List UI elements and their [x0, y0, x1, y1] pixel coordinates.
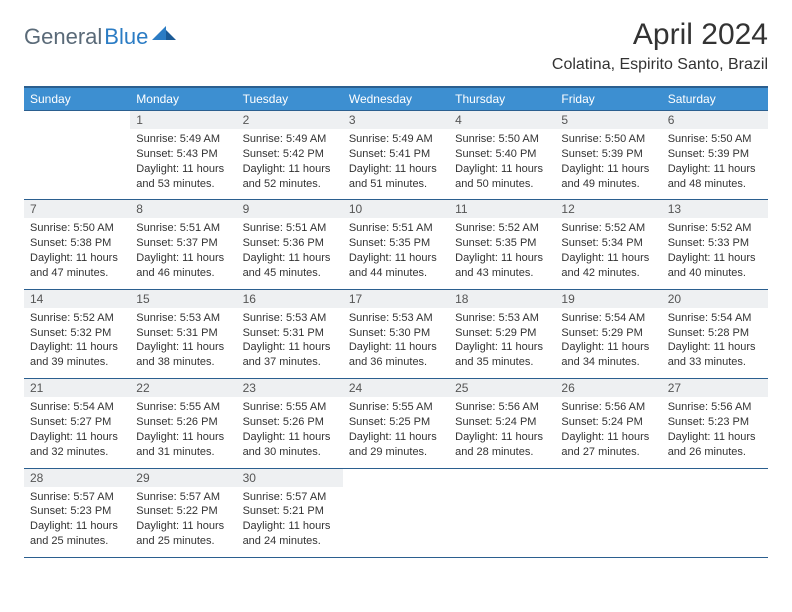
title-block: April 2024 Colatina, Espirito Santo, Bra…: [552, 18, 768, 74]
day-number-cell: 30: [237, 468, 343, 487]
day-detail-cell: Sunrise: 5:50 AMSunset: 5:40 PMDaylight:…: [449, 129, 555, 200]
day-detail-cell: Sunrise: 5:54 AMSunset: 5:28 PMDaylight:…: [662, 308, 768, 379]
page-title: April 2024: [552, 18, 768, 52]
day-detail-cell: Sunrise: 5:49 AMSunset: 5:41 PMDaylight:…: [343, 129, 449, 200]
day-number-cell: 10: [343, 200, 449, 219]
day-number-cell: 12: [555, 200, 661, 219]
day-number-cell: 21: [24, 379, 130, 398]
day-number-cell: [449, 468, 555, 487]
day-number-cell: 6: [662, 111, 768, 130]
day-number-cell: 15: [130, 289, 236, 308]
day-detail-cell: Sunrise: 5:55 AMSunset: 5:25 PMDaylight:…: [343, 397, 449, 468]
day-detail-cell: Sunrise: 5:53 AMSunset: 5:31 PMDaylight:…: [130, 308, 236, 379]
day-number-cell: 29: [130, 468, 236, 487]
day-detail-cell: Sunrise: 5:52 AMSunset: 5:35 PMDaylight:…: [449, 218, 555, 289]
day-header: Saturday: [662, 87, 768, 111]
day-number-row: 282930: [24, 468, 768, 487]
day-detail-cell: Sunrise: 5:51 AMSunset: 5:35 PMDaylight:…: [343, 218, 449, 289]
calendar-table: Sunday Monday Tuesday Wednesday Thursday…: [24, 86, 768, 558]
day-detail-cell: Sunrise: 5:56 AMSunset: 5:24 PMDaylight:…: [449, 397, 555, 468]
day-number-cell: 3: [343, 111, 449, 130]
day-detail-cell: Sunrise: 5:56 AMSunset: 5:24 PMDaylight:…: [555, 397, 661, 468]
day-number-cell: 27: [662, 379, 768, 398]
day-number-cell: 17: [343, 289, 449, 308]
day-header: Sunday: [24, 87, 130, 111]
day-detail-cell: Sunrise: 5:56 AMSunset: 5:23 PMDaylight:…: [662, 397, 768, 468]
day-detail-cell: Sunrise: 5:50 AMSunset: 5:39 PMDaylight:…: [662, 129, 768, 200]
location-label: Colatina, Espirito Santo, Brazil: [552, 56, 768, 74]
day-number-cell: [24, 111, 130, 130]
day-detail-cell: Sunrise: 5:53 AMSunset: 5:31 PMDaylight:…: [237, 308, 343, 379]
logo-part1: General: [24, 24, 102, 50]
day-number-cell: 13: [662, 200, 768, 219]
day-detail-cell: Sunrise: 5:52 AMSunset: 5:33 PMDaylight:…: [662, 218, 768, 289]
day-detail-row: Sunrise: 5:49 AMSunset: 5:43 PMDaylight:…: [24, 129, 768, 200]
day-number-cell: 22: [130, 379, 236, 398]
day-detail-cell: Sunrise: 5:57 AMSunset: 5:23 PMDaylight:…: [24, 487, 130, 558]
logo-icon: [152, 26, 178, 49]
day-detail-cell: Sunrise: 5:52 AMSunset: 5:32 PMDaylight:…: [24, 308, 130, 379]
day-detail-cell: [24, 129, 130, 200]
day-header: Friday: [555, 87, 661, 111]
day-number-cell: 11: [449, 200, 555, 219]
day-detail-row: Sunrise: 5:57 AMSunset: 5:23 PMDaylight:…: [24, 487, 768, 558]
day-detail-cell: Sunrise: 5:50 AMSunset: 5:38 PMDaylight:…: [24, 218, 130, 289]
day-number-cell: 16: [237, 289, 343, 308]
day-header: Tuesday: [237, 87, 343, 111]
day-detail-cell: Sunrise: 5:49 AMSunset: 5:42 PMDaylight:…: [237, 129, 343, 200]
day-number-row: 14151617181920: [24, 289, 768, 308]
day-detail-cell: Sunrise: 5:57 AMSunset: 5:22 PMDaylight:…: [130, 487, 236, 558]
day-number-row: 123456: [24, 111, 768, 130]
day-number-cell: 23: [237, 379, 343, 398]
day-number-cell: 26: [555, 379, 661, 398]
day-number-cell: 4: [449, 111, 555, 130]
day-number-cell: [555, 468, 661, 487]
logo-part2: Blue: [104, 24, 148, 50]
day-detail-cell: Sunrise: 5:53 AMSunset: 5:29 PMDaylight:…: [449, 308, 555, 379]
day-detail-cell: Sunrise: 5:54 AMSunset: 5:29 PMDaylight:…: [555, 308, 661, 379]
day-detail-cell: [662, 487, 768, 558]
day-detail-row: Sunrise: 5:50 AMSunset: 5:38 PMDaylight:…: [24, 218, 768, 289]
day-number-row: 21222324252627: [24, 379, 768, 398]
day-number-cell: 8: [130, 200, 236, 219]
day-detail-cell: Sunrise: 5:57 AMSunset: 5:21 PMDaylight:…: [237, 487, 343, 558]
header: GeneralBlue April 2024 Colatina, Espirit…: [24, 18, 768, 74]
day-detail-cell: Sunrise: 5:55 AMSunset: 5:26 PMDaylight:…: [237, 397, 343, 468]
day-number-row: 78910111213: [24, 200, 768, 219]
day-detail-cell: Sunrise: 5:50 AMSunset: 5:39 PMDaylight:…: [555, 129, 661, 200]
day-header-row: Sunday Monday Tuesday Wednesday Thursday…: [24, 87, 768, 111]
day-detail-cell: Sunrise: 5:53 AMSunset: 5:30 PMDaylight:…: [343, 308, 449, 379]
day-number-cell: 9: [237, 200, 343, 219]
day-number-cell: 19: [555, 289, 661, 308]
day-detail-row: Sunrise: 5:54 AMSunset: 5:27 PMDaylight:…: [24, 397, 768, 468]
day-detail-cell: Sunrise: 5:55 AMSunset: 5:26 PMDaylight:…: [130, 397, 236, 468]
day-number-cell: 5: [555, 111, 661, 130]
day-detail-cell: [555, 487, 661, 558]
day-number-cell: 28: [24, 468, 130, 487]
day-number-cell: 14: [24, 289, 130, 308]
day-detail-cell: Sunrise: 5:54 AMSunset: 5:27 PMDaylight:…: [24, 397, 130, 468]
day-number-cell: 25: [449, 379, 555, 398]
logo: GeneralBlue: [24, 18, 178, 50]
day-detail-cell: Sunrise: 5:51 AMSunset: 5:37 PMDaylight:…: [130, 218, 236, 289]
day-detail-cell: Sunrise: 5:52 AMSunset: 5:34 PMDaylight:…: [555, 218, 661, 289]
day-detail-cell: Sunrise: 5:51 AMSunset: 5:36 PMDaylight:…: [237, 218, 343, 289]
day-number-cell: 7: [24, 200, 130, 219]
day-number-cell: 1: [130, 111, 236, 130]
day-number-cell: 20: [662, 289, 768, 308]
day-number-cell: [662, 468, 768, 487]
day-header: Wednesday: [343, 87, 449, 111]
day-header: Monday: [130, 87, 236, 111]
day-detail-cell: Sunrise: 5:49 AMSunset: 5:43 PMDaylight:…: [130, 129, 236, 200]
day-detail-row: Sunrise: 5:52 AMSunset: 5:32 PMDaylight:…: [24, 308, 768, 379]
day-detail-cell: [343, 487, 449, 558]
day-header: Thursday: [449, 87, 555, 111]
day-number-cell: 2: [237, 111, 343, 130]
day-number-cell: [343, 468, 449, 487]
day-number-cell: 24: [343, 379, 449, 398]
day-detail-cell: [449, 487, 555, 558]
day-number-cell: 18: [449, 289, 555, 308]
